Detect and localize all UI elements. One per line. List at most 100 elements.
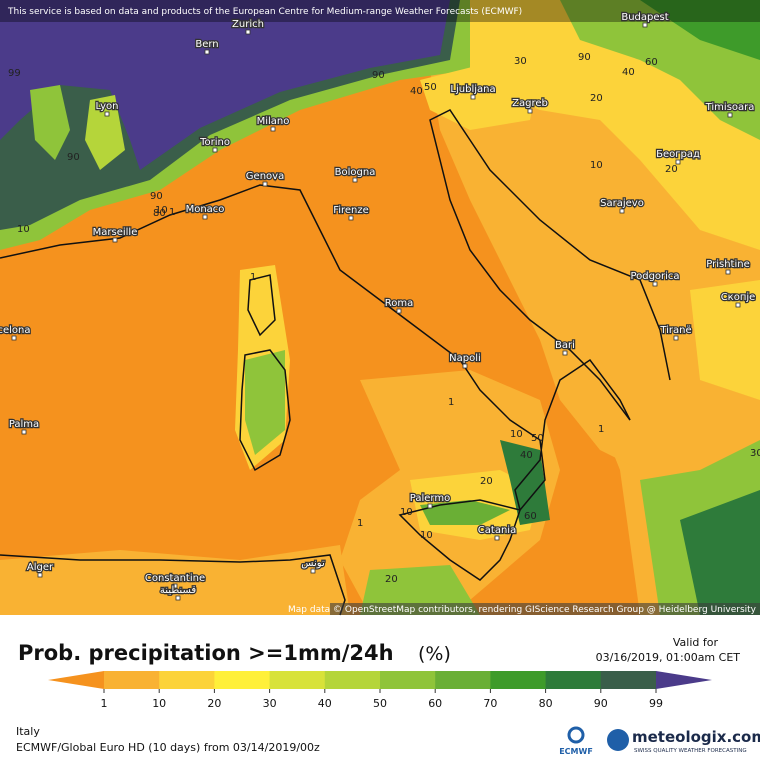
colorbar-tick-label: 20 xyxy=(207,697,221,710)
contour-label: 90 xyxy=(372,70,385,81)
contour-label: 90 xyxy=(578,52,591,63)
colorbar-segment xyxy=(600,671,657,689)
contour-label: 30 xyxy=(750,448,760,459)
city-marker xyxy=(470,94,476,100)
city-marker xyxy=(204,49,210,55)
prob-area xyxy=(85,95,125,170)
city-label: Roma xyxy=(385,298,414,309)
city-marker xyxy=(462,363,468,369)
contour-label: 1 xyxy=(357,518,363,529)
prob-area xyxy=(245,350,285,455)
contour-label: 99 xyxy=(8,68,21,79)
contour-label: 1 xyxy=(169,207,175,218)
city-marker xyxy=(202,214,208,220)
city-label: Sarajevo xyxy=(600,198,644,209)
contour-label: 50 xyxy=(424,82,437,93)
city-label: Budapest xyxy=(621,12,668,23)
contour-label: 10 xyxy=(155,205,168,216)
city-marker xyxy=(104,111,110,117)
contour-label: 60 xyxy=(524,511,537,522)
colorbar-segment xyxy=(104,671,160,689)
city-label: Bologna xyxy=(335,167,376,178)
contour-label: 10 xyxy=(17,224,30,235)
city-marker xyxy=(212,147,218,153)
contour-label: 60 xyxy=(645,57,658,68)
city-marker xyxy=(675,159,681,165)
city-marker xyxy=(427,503,433,509)
contour-label: 40 xyxy=(520,450,533,461)
colorbar-segment xyxy=(380,671,436,689)
disclaimer: This service is based on data and produc… xyxy=(7,7,522,17)
prob-area xyxy=(0,0,450,170)
brand: meteologix.com xyxy=(632,728,760,746)
city-label: Napoli xyxy=(449,353,481,364)
contour-label: 20 xyxy=(590,93,603,104)
footer: Prob. precipitation >=1mm/24h (%) Valid … xyxy=(16,636,760,756)
colorbar-tick-label: 1 xyxy=(101,697,108,710)
city-marker xyxy=(527,108,533,114)
city-label: Bari xyxy=(555,340,575,351)
city-marker xyxy=(735,302,741,308)
prob-area xyxy=(690,280,760,400)
city-marker xyxy=(262,181,268,187)
prob-area xyxy=(0,545,350,615)
city-label: Monaco xyxy=(186,204,225,215)
city-label: Palma xyxy=(9,419,39,430)
legend-title: Prob. precipitation >=1mm/24h xyxy=(18,641,394,665)
city-label: Tiranë xyxy=(659,325,691,336)
colorbar-tick-label: 40 xyxy=(318,697,332,710)
city-marker xyxy=(642,22,648,28)
contour-label: 90 xyxy=(67,152,80,163)
colorbar-segment xyxy=(490,671,547,689)
coastline xyxy=(0,109,671,616)
colorbar-tick-label: 60 xyxy=(428,697,442,710)
brand-slogan: SWISS QUALITY WEATHER FORECASTING xyxy=(634,748,747,754)
city-layer: Bern Zurich Budapest Lyon Milano Torino Genova… xyxy=(0,11,757,601)
city-label: Београд xyxy=(656,149,700,160)
city-marker xyxy=(270,126,276,132)
city-label: Podgorica xyxy=(630,271,679,282)
colorbar-segment xyxy=(435,671,491,689)
contour-label: 1 xyxy=(598,424,604,435)
city-label: Zagreb xyxy=(512,98,548,109)
prob-area xyxy=(540,340,640,470)
city-label: Catania xyxy=(478,525,516,536)
disclaimer-band xyxy=(0,0,760,22)
prob-area xyxy=(420,500,510,525)
colorbar-tick-label: 70 xyxy=(483,697,497,710)
city-label: قسنطينة xyxy=(160,585,197,596)
contour-label: 10 xyxy=(420,530,433,541)
valid-time: 03/16/2019, 01:00am CET xyxy=(596,651,741,664)
contour-label: 20 xyxy=(480,476,493,487)
city-label: Genova xyxy=(246,171,284,182)
map: This service is based on data and produc… xyxy=(0,0,760,616)
city-label: Скопје xyxy=(721,291,756,303)
city-label: تونس xyxy=(301,558,325,569)
colorbar-tick-label: 99 xyxy=(649,697,663,710)
contour-label: 30 xyxy=(514,56,527,67)
city-marker xyxy=(348,215,354,221)
city-marker xyxy=(21,429,27,435)
city-marker xyxy=(673,335,679,341)
contour-label: 40 xyxy=(622,67,635,78)
colorbar-segment xyxy=(269,671,326,689)
city-label: Alger xyxy=(27,562,54,573)
city-label: Marseille xyxy=(93,227,138,238)
city-label: Milano xyxy=(257,116,290,127)
colorbar-tick-label: 10 xyxy=(152,697,166,710)
contour-label: 20 xyxy=(385,574,398,585)
contour-label: 1 xyxy=(250,272,256,283)
contour-label: 80 xyxy=(153,208,166,219)
city-marker xyxy=(619,208,625,214)
prob-area xyxy=(360,565,480,615)
region: Italy xyxy=(16,725,40,738)
city-label: Zurich xyxy=(232,19,264,30)
city-label: Prishtine xyxy=(706,259,749,270)
city-marker xyxy=(652,281,658,287)
city-marker xyxy=(11,335,17,341)
colorbar-segment xyxy=(214,671,271,689)
valid-label: Valid for xyxy=(673,636,719,649)
contour-label: 10 xyxy=(510,429,523,440)
attribution: Map data © OpenStreetMap contributors, r… xyxy=(288,605,757,615)
